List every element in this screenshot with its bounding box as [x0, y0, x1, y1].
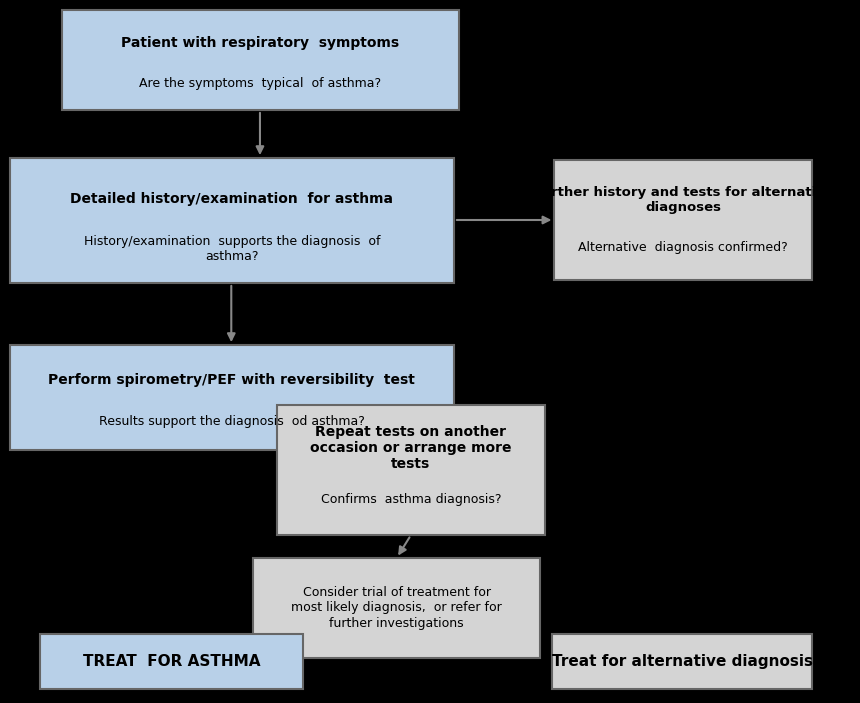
Text: Perform spirometry/PEF with reversibility  test: Perform spirometry/PEF with reversibilit…: [48, 373, 415, 387]
Text: Confirms  asthma diagnosis?: Confirms asthma diagnosis?: [321, 494, 501, 506]
FancyBboxPatch shape: [9, 158, 454, 283]
Text: History/examination  supports the diagnosis  of
asthma?: History/examination supports the diagnos…: [83, 236, 380, 263]
Text: Results support the diagnosis  od asthma?: Results support the diagnosis od asthma?: [99, 415, 365, 428]
Text: TREAT  FOR ASTHMA: TREAT FOR ASTHMA: [83, 654, 261, 669]
FancyBboxPatch shape: [555, 160, 813, 280]
Text: Alternative  diagnosis confirmed?: Alternative diagnosis confirmed?: [579, 241, 789, 254]
Text: Further history and tests for alternative
diagnoses: Further history and tests for alternativ…: [533, 186, 834, 214]
Text: Detailed history/examination  for asthma: Detailed history/examination for asthma: [71, 192, 393, 206]
Text: Treat for alternative diagnosis: Treat for alternative diagnosis: [552, 654, 813, 669]
Text: Consider trial of treatment for
most likely diagnosis,  or refer for
further inv: Consider trial of treatment for most lik…: [292, 586, 502, 629]
FancyBboxPatch shape: [9, 345, 454, 450]
FancyBboxPatch shape: [277, 405, 544, 535]
FancyBboxPatch shape: [62, 10, 458, 110]
FancyBboxPatch shape: [254, 558, 540, 658]
FancyBboxPatch shape: [40, 634, 303, 689]
FancyBboxPatch shape: [552, 634, 813, 689]
Text: Patient with respiratory  symptoms: Patient with respiratory symptoms: [121, 36, 400, 50]
Text: Are the symptoms  typical  of asthma?: Are the symptoms typical of asthma?: [139, 77, 382, 89]
Text: Repeat tests on another
occasion or arrange more
tests: Repeat tests on another occasion or arra…: [310, 425, 512, 471]
